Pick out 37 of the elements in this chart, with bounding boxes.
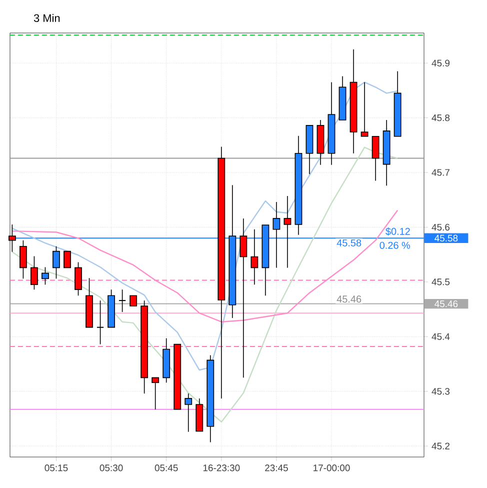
y-tick-label: 45.6 <box>432 224 450 231</box>
x-tick-label: 05:15 <box>44 464 68 472</box>
candlestick <box>240 218 248 378</box>
ref-line-label: 45.46 <box>336 296 362 303</box>
candlestick <box>42 266 49 286</box>
ref-line-label: 45.58 <box>336 239 362 246</box>
candlestick <box>152 377 160 410</box>
candlestick <box>118 289 126 312</box>
candlestick <box>20 240 27 280</box>
x-tick-label: 23:45 <box>265 464 288 472</box>
candlestick <box>30 256 38 290</box>
y-tick-label: 45.2 <box>432 442 450 450</box>
y-tick-label: 45.7 <box>432 169 450 176</box>
y-tick-label: 45.8 <box>432 114 450 122</box>
candlestick <box>250 229 258 286</box>
y-tick-label: 45.4 <box>432 333 450 340</box>
candlestick <box>184 393 192 432</box>
candlestick <box>130 295 138 306</box>
chart-title: 3 Min <box>34 14 60 22</box>
y-tick-label: 45.9 <box>432 60 450 66</box>
x-tick-label: 05:30 <box>100 464 123 472</box>
candlestick <box>74 262 82 296</box>
y-tick-label: 45.5 <box>432 278 450 286</box>
candlestick <box>52 246 60 280</box>
x-tick-label: 16-23:30 <box>203 464 240 472</box>
candlestick <box>372 136 380 182</box>
x-tick-label: 05:45 <box>154 464 178 472</box>
y-tick-label: 45.3 <box>432 388 450 395</box>
x-tick-label: 17-00:00 <box>314 464 350 472</box>
candlestick <box>64 250 71 268</box>
text: 45.58 <box>434 234 458 242</box>
annotation: $0.12 <box>386 227 410 236</box>
candlestick <box>360 82 368 137</box>
annotation: 0.26 % <box>380 242 410 249</box>
candlestick <box>284 196 292 268</box>
text: 45.46 <box>434 300 458 308</box>
candlestick <box>96 300 104 345</box>
